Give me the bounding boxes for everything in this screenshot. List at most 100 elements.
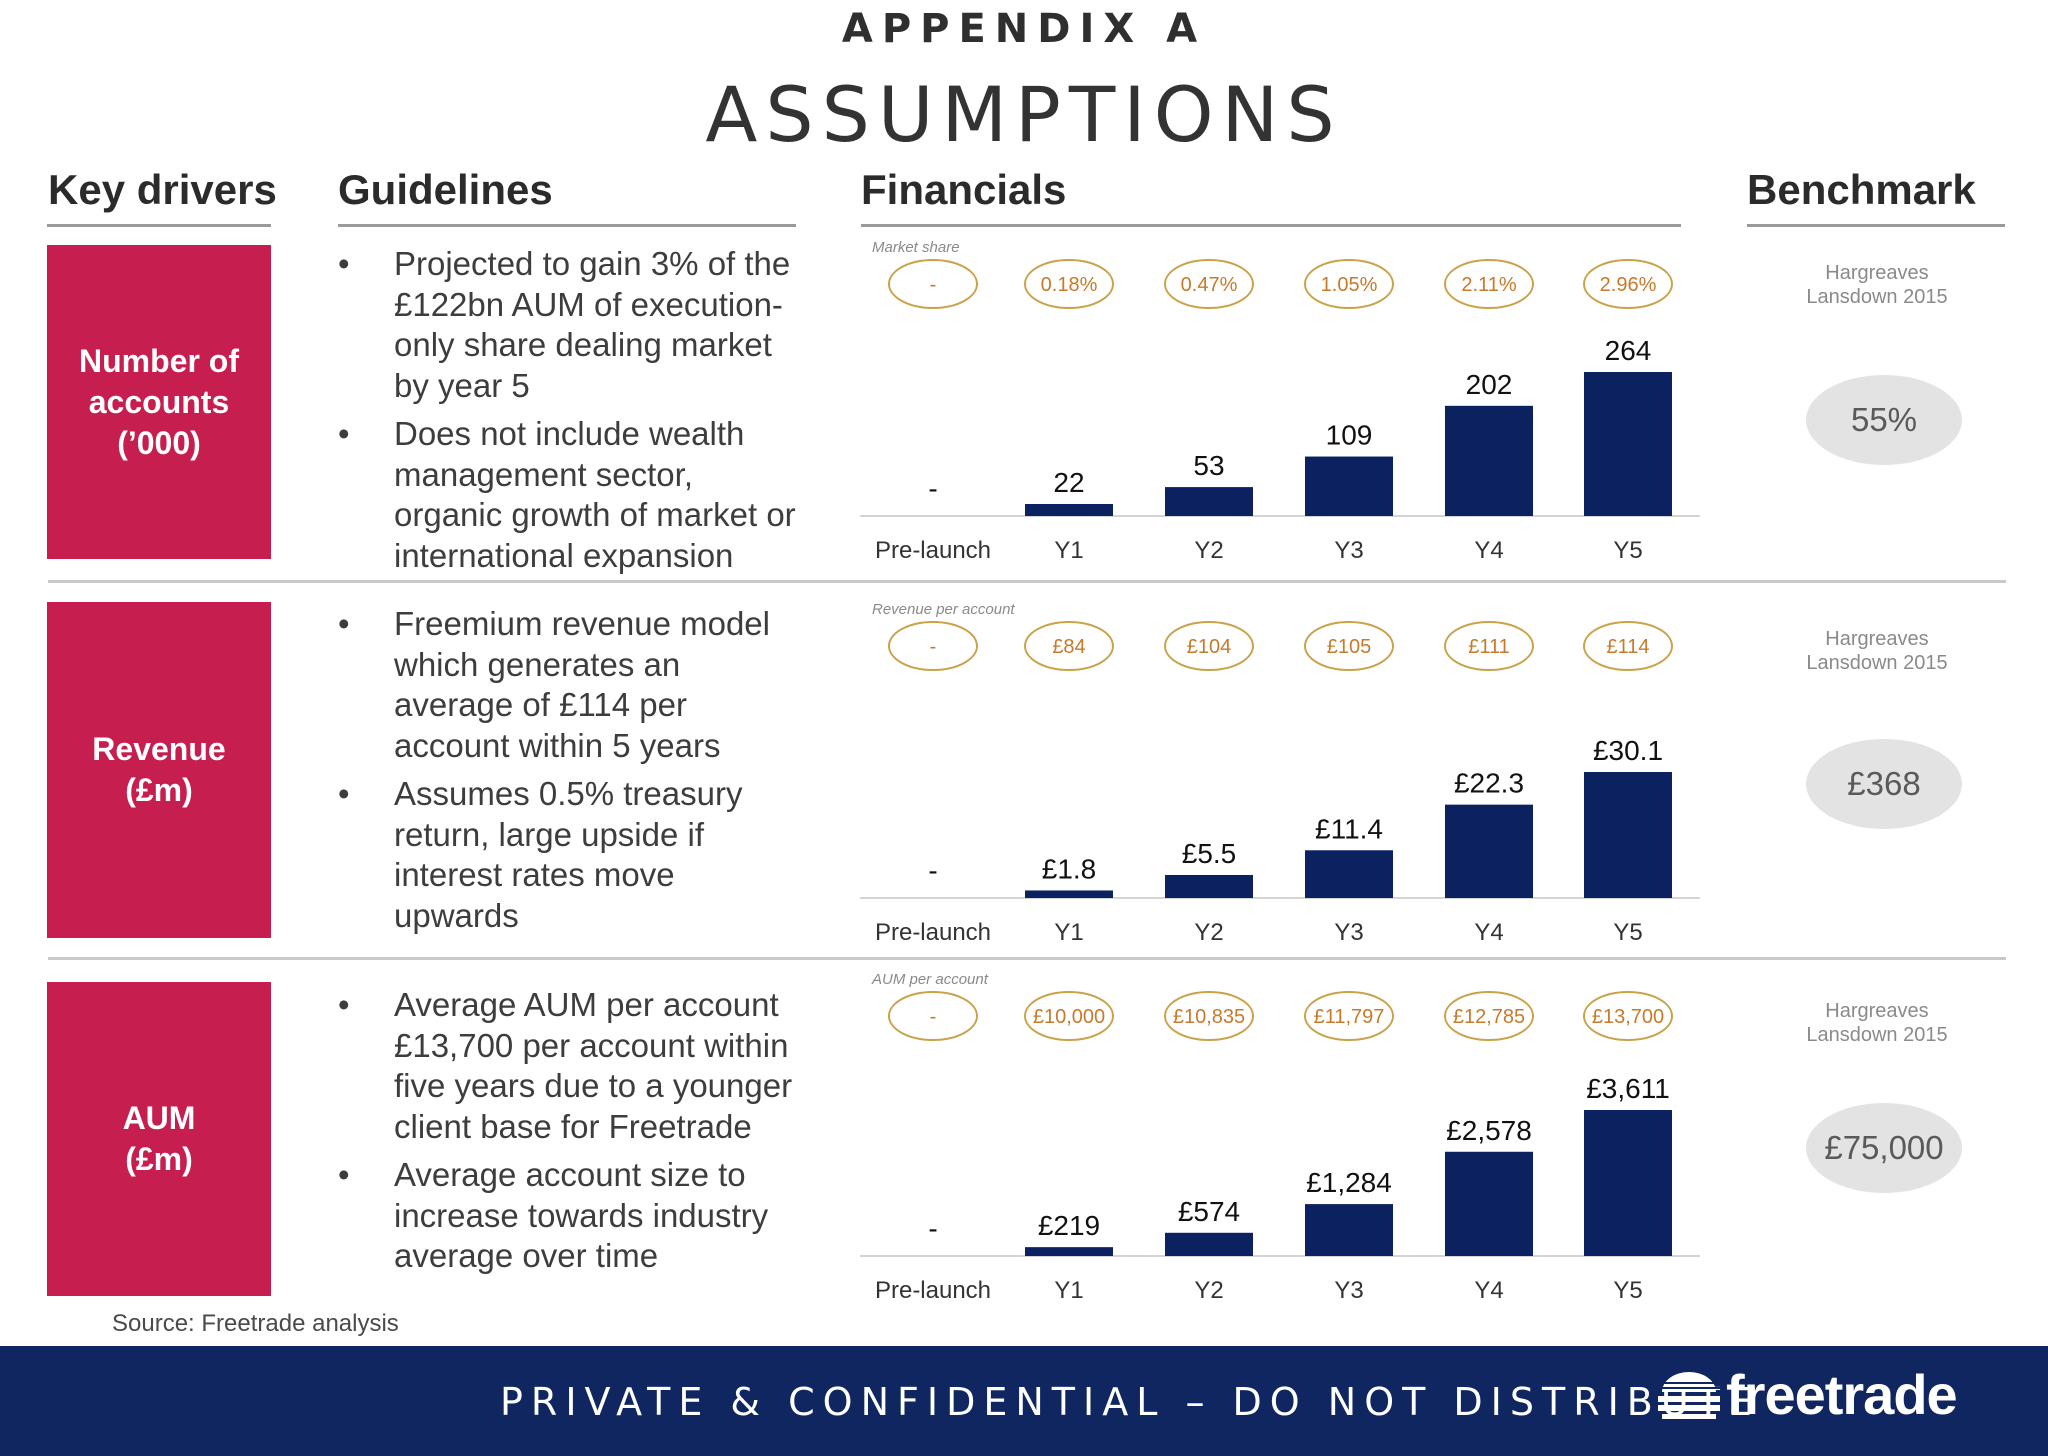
- freetrade-logo-text: freetrade: [1726, 1363, 1958, 1426]
- bar: [1165, 874, 1253, 898]
- metric-oval: [1444, 621, 1534, 671]
- bar: [1445, 804, 1533, 898]
- metric-label: 2.96%: [1600, 274, 1657, 296]
- metric-oval: [1164, 621, 1254, 671]
- key-drivers-rule: [47, 224, 271, 227]
- metric-oval: [888, 621, 978, 671]
- metric-oval: [1164, 259, 1254, 309]
- metric-oval: [888, 259, 978, 309]
- metric-label: 0.18%: [1041, 274, 1098, 296]
- tick-label: Y4: [1474, 537, 1503, 564]
- metric-label: £10,000: [1033, 1006, 1105, 1028]
- metric-label: £12,785: [1453, 1006, 1525, 1028]
- chart-revenue: Revenue per account - - Pre-launch £84 £1.8 Y1…: [860, 601, 1700, 946]
- tick-label: Y4: [1474, 1277, 1503, 1304]
- data-label: £219: [1038, 1210, 1100, 1241]
- metric-oval: [1164, 991, 1254, 1041]
- metric-label: £13,700: [1592, 1006, 1664, 1028]
- data-label: -: [928, 855, 937, 886]
- guideline-bullet: Average account size to increase towards…: [330, 1155, 800, 1277]
- metric-oval: [1024, 259, 1114, 309]
- metric-label: £10,835: [1173, 1006, 1245, 1028]
- metric-caption: AUM per account: [871, 971, 989, 988]
- bar: [1025, 1247, 1113, 1256]
- bar: [1305, 850, 1393, 898]
- tick-label: Y2: [1194, 1277, 1223, 1304]
- bar: [1165, 1232, 1253, 1256]
- bar: [1305, 456, 1393, 516]
- metric-label: 0.47%: [1181, 274, 1238, 296]
- data-label: 109: [1326, 420, 1373, 451]
- data-label: £22.3: [1454, 768, 1524, 799]
- column-header-key-drivers: Key drivers: [48, 166, 277, 213]
- tick-label: Y5: [1613, 919, 1642, 946]
- chart-aum: AUM per account - - Pre-launch £10,000 £219 Y1…: [860, 971, 1700, 1304]
- tick-label: Y5: [1613, 1277, 1642, 1304]
- data-label: £1,284: [1306, 1167, 1392, 1198]
- source-note: Source: Freetrade analysis: [112, 1310, 399, 1337]
- tick-label: Pre-launch: [875, 1277, 991, 1304]
- data-label: 22: [1053, 467, 1084, 498]
- metric-oval: [1583, 621, 1673, 671]
- data-label: £30.1: [1593, 735, 1663, 766]
- metric-oval: [1024, 991, 1114, 1041]
- data-label: £2,578: [1446, 1115, 1532, 1146]
- metric-oval: [1304, 259, 1394, 309]
- tick-label: Y5: [1613, 537, 1642, 564]
- benchmark-label-aum: Hargreaves Lansdown 2015: [1806, 1000, 1948, 1046]
- guidelines-accounts: Projected to gain 3% of the £122bn AUM o…: [330, 244, 800, 584]
- metric-oval: [1024, 621, 1114, 671]
- guidelines-rule: [338, 224, 796, 227]
- tick-label: Y2: [1194, 919, 1223, 946]
- metric-label: -: [930, 274, 937, 296]
- benchmark-value-accounts: 55%: [1806, 375, 1962, 465]
- driver-label-aum: AUM (£m): [122, 1100, 196, 1177]
- data-label: 53: [1193, 450, 1224, 481]
- metric-label: £105: [1327, 636, 1372, 658]
- chart-accounts: Market share - - Pre-launch 0.18% 22 Y1 0.47% 53…: [860, 239, 1700, 564]
- tick-label: Y3: [1334, 1277, 1363, 1304]
- metric-label: £104: [1187, 636, 1232, 658]
- driver-box-accounts: Number of accounts (’000): [47, 245, 271, 559]
- data-label: 264: [1605, 335, 1652, 366]
- metric-label: £84: [1052, 636, 1085, 658]
- metric-caption: Market share: [872, 239, 960, 256]
- column-header-guidelines: Guidelines: [338, 166, 553, 213]
- bar: [1445, 405, 1533, 516]
- tick-label: Pre-launch: [875, 919, 991, 946]
- benchmark-label-revenue: Hargreaves Lansdown 2015: [1806, 628, 1948, 674]
- data-label: 202: [1466, 369, 1513, 400]
- driver-label-revenue: Revenue (£m): [92, 731, 226, 808]
- metric-caption: Revenue per account: [872, 601, 1015, 618]
- bar: [1025, 890, 1113, 898]
- tick-label: Y3: [1334, 919, 1363, 946]
- financials-rule: [861, 224, 1681, 227]
- guideline-bullet: Assumes 0.5% treasury return, large upsi…: [330, 774, 800, 936]
- metric-oval: [1583, 991, 1673, 1041]
- metric-oval: [1444, 259, 1534, 309]
- metric-oval: [888, 991, 978, 1041]
- tick-label: Y1: [1054, 1277, 1083, 1304]
- guideline-bullet: Freemium revenue model which generates a…: [330, 604, 800, 766]
- freetrade-logo-icon: [1656, 1372, 1722, 1419]
- benchmark-value-revenue: £368: [1806, 739, 1962, 829]
- data-label: -: [928, 473, 937, 504]
- metric-oval: [1304, 621, 1394, 671]
- metric-label: -: [930, 1006, 937, 1028]
- footer-confidential-text: PRIVATE & CONFIDENTIAL – DO NOT DISTRIBU…: [500, 1380, 1760, 1424]
- bar: [1584, 1110, 1672, 1256]
- data-label: £5.5: [1182, 838, 1237, 869]
- metric-oval: [1304, 991, 1394, 1041]
- tick-label: Y3: [1334, 537, 1363, 564]
- row-separator: [48, 957, 2006, 960]
- bar: [1445, 1151, 1533, 1256]
- data-label: £1.8: [1042, 853, 1097, 884]
- metric-label: 2.11%: [1461, 274, 1516, 296]
- guideline-bullet: Average AUM per account £13,700 per acco…: [330, 985, 800, 1147]
- tick-label: Y4: [1474, 919, 1503, 946]
- metric-label: £114: [1606, 636, 1649, 658]
- guidelines-revenue: Freemium revenue model which generates a…: [330, 604, 800, 944]
- column-header-benchmark: Benchmark: [1747, 166, 1976, 213]
- page-title: ASSUMPTIONS: [705, 70, 1343, 159]
- metric-label: £11,797: [1314, 1006, 1385, 1028]
